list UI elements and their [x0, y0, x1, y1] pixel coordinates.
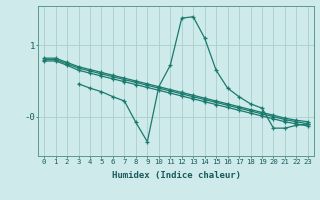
X-axis label: Humidex (Indice chaleur): Humidex (Indice chaleur): [111, 171, 241, 180]
